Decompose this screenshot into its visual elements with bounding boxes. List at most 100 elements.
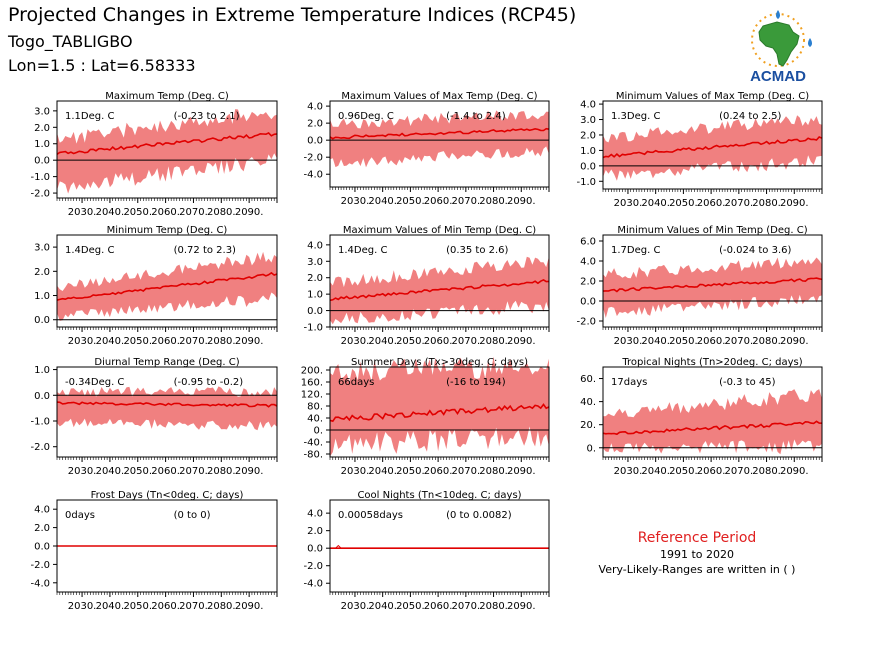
x-tick-label: 2040.	[641, 198, 670, 209]
x-tick-label: 2080.	[752, 466, 781, 477]
x-tick-label: 2050.	[396, 336, 425, 347]
x-tick-label: 2060.	[151, 466, 180, 477]
likely-range-label: (0 to 0.0082)	[446, 510, 512, 521]
y-tick-label: 4.0	[307, 240, 323, 251]
y-tick-label: 2.0	[34, 123, 50, 134]
x-tick-label: 2030.	[68, 466, 97, 477]
y-tick-label: 4.0	[34, 505, 50, 516]
x-tick-label: 2090.	[235, 466, 264, 477]
y-tick-label: 1.0	[34, 291, 50, 302]
change-value-label: 1.3Deg. C	[611, 111, 660, 122]
chart-title: Minimum Values of Min Temp (Deg. C)	[617, 225, 807, 236]
x-tick-label: 2080.	[479, 196, 508, 207]
median-line	[329, 127, 550, 140]
x-tick-label: 2060.	[151, 601, 180, 612]
change-value-label: 0.00058days	[338, 510, 403, 521]
y-tick-label: 40.	[307, 414, 323, 425]
chart-4: 3.0 2.0 1.0 0.0 2030. 2040. 2050. 2060. 2070. 208…	[34, 225, 278, 347]
x-tick-label: 2070.	[179, 601, 208, 612]
y-tick-label: 80.	[307, 402, 323, 413]
chart-title: Tropical Nights (Tn>20deg. C; days)	[621, 357, 802, 368]
x-tick-label: 2030.	[68, 601, 97, 612]
x-tick-label: 2070.	[452, 601, 481, 612]
x-tick-label: 2060.	[424, 466, 453, 477]
x-tick-label: 2040.	[368, 336, 397, 347]
chart-title: Maximum Values of Min Temp (Deg. C)	[343, 225, 536, 236]
x-tick-label: 2050.	[669, 336, 698, 347]
change-value-label: 1.1Deg. C	[65, 111, 114, 122]
y-tick-label: 0.0	[34, 315, 50, 326]
y-tick-label: 40.	[580, 397, 596, 408]
y-tick-label: 0.	[586, 443, 596, 454]
change-value-label: 0days	[65, 510, 95, 521]
y-tick-label: 200.	[301, 366, 323, 377]
x-tick-label: 2050.	[396, 196, 425, 207]
y-tick-label: -2.0	[30, 442, 50, 453]
median-line	[56, 132, 278, 155]
chart-title: Maximum Temp (Deg. C)	[105, 91, 229, 102]
reference-note: Very-Likely-Ranges are written in ( )	[598, 563, 796, 576]
x-tick-label: 2050.	[396, 466, 425, 477]
water-drop-icon	[808, 38, 812, 47]
y-tick-label: 4.0	[307, 102, 323, 113]
y-tick-label: 6.0	[580, 237, 596, 248]
y-tick-label: 1.0	[34, 365, 50, 376]
africa-map-icon	[758, 21, 800, 67]
y-tick-label: -2.0	[303, 561, 323, 572]
chart-11: 4.0 2.0 0.0 -2.0 -4.0 2030. 2040. 2050. 2060. 207…	[303, 490, 550, 612]
chart-frame	[602, 100, 823, 190]
y-tick-label: -2.0	[30, 189, 50, 200]
water-drop-icon	[776, 10, 780, 19]
chart-title: Summer Days (Tx>30deg. C; days)	[351, 357, 528, 368]
y-tick-label: 0.0	[34, 156, 50, 167]
page-title: Projected Changes in Extreme Temperature…	[8, 4, 577, 26]
chart-title: Cool Nights (Tn<10deg. C; days)	[357, 490, 521, 501]
x-tick-label: 2090.	[507, 601, 536, 612]
x-tick-label: 2070.	[179, 336, 208, 347]
chart-8: 200.160.120.80.40.0.-40.-80.2030. 2040. 20…	[301, 356, 550, 477]
x-tick-label: 2050.	[123, 601, 152, 612]
chart-frame	[329, 499, 550, 593]
range-band	[330, 110, 549, 168]
chart-1: 3.0 2.0 1.0 0.0 -1.0 -2.0 2030. 2040. 2050. 2060.…	[30, 91, 278, 218]
x-tick-label: 2080.	[479, 466, 508, 477]
range-band	[330, 256, 549, 325]
y-tick-label: 2.0	[580, 130, 596, 141]
x-tick-label: 2040.	[641, 336, 670, 347]
x-tick-label: 2080.	[479, 336, 508, 347]
chart-frame	[329, 234, 550, 328]
chart-title: Diurnal Temp Range (Deg. C)	[94, 357, 239, 368]
acmad-logo: ACMAD	[750, 10, 812, 85]
x-tick-label: 2070.	[725, 198, 754, 209]
x-tick-label: 2040.	[368, 196, 397, 207]
y-tick-label: 2.0	[307, 119, 323, 130]
y-tick-label: 1.0	[580, 146, 596, 157]
y-tick-label: 20.	[580, 420, 596, 431]
x-tick-label: 2060.	[697, 336, 726, 347]
x-tick-label: 2070.	[725, 466, 754, 477]
x-tick-label: 2090.	[780, 198, 809, 209]
change-value-label: -0.34Deg. C	[65, 377, 124, 388]
x-tick-label: 2040.	[96, 207, 125, 218]
likely-range-label: (-0.23 to 2.1)	[174, 111, 240, 122]
chart-frame	[56, 100, 278, 199]
range-band	[603, 389, 822, 455]
x-tick-label: 2080.	[207, 207, 236, 218]
chart-frame	[329, 100, 550, 188]
y-tick-label: 2.0	[34, 267, 50, 278]
likely-range-label: (0.72 to 2.3)	[174, 245, 236, 256]
x-tick-label: 2090.	[780, 466, 809, 477]
likely-range-label: (0.35 to 2.6)	[446, 245, 508, 256]
chart-frame	[329, 366, 550, 458]
station-coordinates: Lon=1.5 : Lat=6.58333	[8, 56, 196, 75]
median-line	[329, 403, 550, 423]
y-tick-label: 0.0	[580, 297, 596, 308]
likely-range-label: (-0.3 to 45)	[719, 377, 776, 388]
chart-frame	[56, 234, 278, 328]
x-tick-label: 2040.	[96, 601, 125, 612]
chart-frame	[56, 366, 278, 458]
x-tick-label: 2050.	[123, 466, 152, 477]
y-tick-label: 160.	[301, 378, 323, 389]
